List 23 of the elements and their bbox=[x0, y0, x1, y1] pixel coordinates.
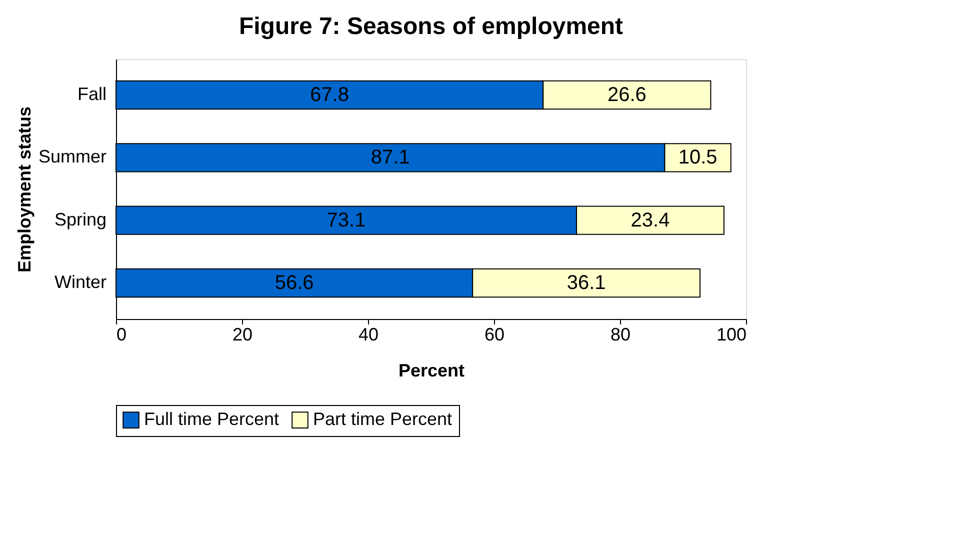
x-tick-label: 60 bbox=[484, 324, 505, 344]
data-label: 87.1 bbox=[370, 146, 410, 169]
x-tick-label: 100 bbox=[716, 324, 746, 344]
x-tick-label: 80 bbox=[610, 324, 631, 344]
data-label: 10.5 bbox=[678, 146, 718, 169]
legend-label: Full time Percent bbox=[144, 409, 280, 430]
x-tick-label: 40 bbox=[358, 324, 379, 344]
y-tick-label: Summer bbox=[38, 146, 106, 167]
y-axis-title: Employment status bbox=[14, 106, 34, 273]
y-tick-label: Spring bbox=[54, 209, 106, 230]
x-tick-label: 0 bbox=[116, 324, 127, 344]
y-tick-label: Winter bbox=[54, 272, 106, 292]
data-label: 26.6 bbox=[607, 84, 646, 106]
y-tick-label: Fall bbox=[77, 84, 106, 104]
data-label: 67.8 bbox=[310, 84, 350, 106]
x-tick-label: 20 bbox=[232, 324, 253, 344]
data-label: 73.1 bbox=[326, 209, 366, 232]
legend-label: Part time Percent bbox=[313, 409, 452, 430]
data-label: 56.6 bbox=[274, 272, 314, 294]
data-label: 36.1 bbox=[566, 272, 606, 294]
x-axis-title: Percent bbox=[398, 360, 465, 380]
data-label: 23.4 bbox=[630, 209, 670, 232]
chart-title: Figure 7: Seasons of employment bbox=[238, 13, 624, 40]
